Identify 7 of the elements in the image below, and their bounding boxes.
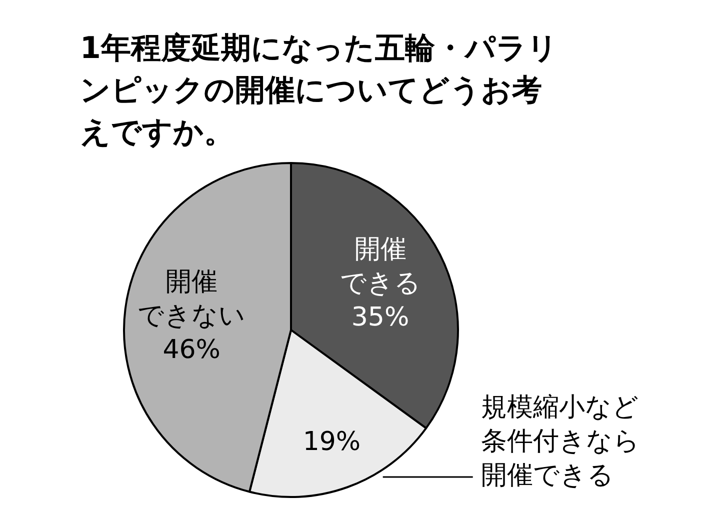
data-label: 19% xyxy=(302,426,361,457)
chart-title: 1年程度延期になった五輪・パラリンピックの開催についてどうお考えですか。 xyxy=(80,30,559,152)
slice-label: 規模縮小など条件付きなら開催できる xyxy=(480,392,640,491)
slice-label: 開催できない xyxy=(138,267,246,332)
data-label: 46% xyxy=(162,335,220,366)
slice-label: 開催できる xyxy=(340,234,421,298)
data-label: 35% xyxy=(351,302,410,332)
